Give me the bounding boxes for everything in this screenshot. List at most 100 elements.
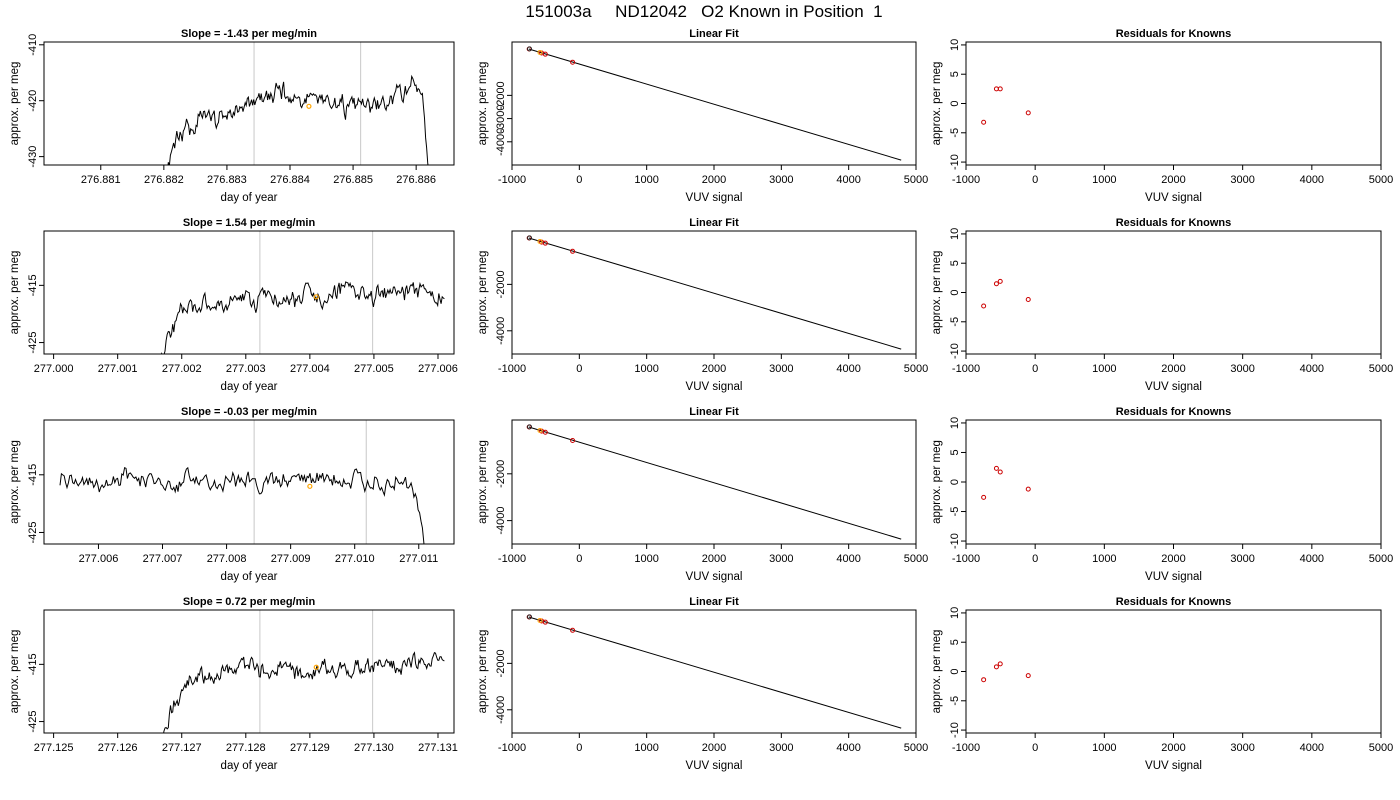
plot-frame <box>43 41 455 166</box>
data-point <box>570 437 576 443</box>
plot-frame <box>511 41 917 166</box>
panel-title: Linear Fit <box>689 217 739 229</box>
y-tick-label: 0 <box>949 668 961 674</box>
x-tick-label: 0 <box>1032 553 1038 565</box>
x-tick-label: 2000 <box>702 363 726 375</box>
y-axis-label: approx. per meg <box>931 251 943 335</box>
panel-r1-c1: Slope = -1.43 per meg/min 276.881 276.882 2… <box>9 28 455 204</box>
data-point <box>981 119 987 125</box>
x-tick-label: 5000 <box>904 742 928 754</box>
panel-r4-c1: Slope = 0.72 per meg/min 277.125 277.126 27… <box>9 596 458 772</box>
y-tick-label: -425 <box>27 521 39 543</box>
data-point <box>527 614 533 620</box>
panel-title: Residuals for Knowns <box>1116 28 1232 40</box>
panel-r2-c1: Slope = 1.54 per meg/min 277.000 277.001 27… <box>9 217 458 393</box>
y-tick-label: 5 <box>949 449 961 455</box>
plot-area <box>526 46 902 161</box>
panel-title: Linear Fit <box>689 596 739 608</box>
y-tick-label: 0 <box>949 479 961 485</box>
y-tick-label: -4000 <box>495 128 507 156</box>
fit-line <box>528 426 902 540</box>
x-tick-label: 3000 <box>769 363 793 375</box>
fit-line <box>528 48 902 161</box>
x-tick-label: 0 <box>1032 363 1038 375</box>
plot-frame <box>965 230 1382 355</box>
panel-title: Slope = 1.54 per meg/min <box>183 217 316 229</box>
x-tick-label: 277.128 <box>226 742 266 754</box>
data-trace <box>163 651 445 733</box>
x-tick-label: 277.127 <box>162 742 202 754</box>
x-tick-label: 5000 <box>1369 363 1393 375</box>
y-tick-label: 10 <box>949 228 961 240</box>
y-tick-label: -430 <box>27 146 39 168</box>
panel-title: Slope = -1.43 per meg/min <box>181 28 317 40</box>
y-axis-label: approx. per meg <box>931 440 943 524</box>
data-point <box>993 465 999 471</box>
highlight-point <box>313 294 319 300</box>
data-point <box>537 428 543 434</box>
y-axis-label: approx. per meg <box>9 251 21 335</box>
data-point <box>542 619 548 625</box>
highlight-point <box>307 483 313 489</box>
x-tick-label: 276.881 <box>81 174 121 186</box>
x-tick-label: 1000 <box>634 553 658 565</box>
x-tick-label: 3000 <box>1230 174 1254 186</box>
x-tick-label: 276.883 <box>207 174 247 186</box>
y-tick-label: 10 <box>949 39 961 51</box>
plot-frame <box>965 419 1382 545</box>
x-tick-label: -1000 <box>498 742 526 754</box>
plot-frame <box>511 419 917 545</box>
y-axis-label: approx. per meg <box>9 440 21 524</box>
x-axis-label: VUV signal <box>1145 192 1202 204</box>
x-tick-label: 2000 <box>702 742 726 754</box>
data-point <box>527 46 533 52</box>
plot-area <box>526 235 902 350</box>
x-tick-label: 2000 <box>1161 553 1185 565</box>
x-axis-label: VUV signal <box>686 192 743 204</box>
y-tick-label: -4000 <box>495 317 507 345</box>
x-tick-label: 277.131 <box>418 742 458 754</box>
x-tick-label: 5000 <box>904 174 928 186</box>
data-point <box>993 664 999 670</box>
x-axis-label: day of year <box>221 192 278 204</box>
data-point <box>570 627 576 633</box>
x-axis-label: VUV signal <box>1145 381 1202 393</box>
x-tick-label: 277.000 <box>34 363 74 375</box>
panel-r1-c3: Residuals for Knowns -1000 0 1000 2000 3000 40… <box>931 28 1393 204</box>
y-axis-label: approx. per meg <box>477 440 489 524</box>
plot-area <box>59 420 425 544</box>
panel-r4-c3: Residuals for Knowns -1000 0 1000 2000 3000 40… <box>931 596 1393 772</box>
y-tick-label: -2000 <box>495 270 507 298</box>
y-tick-label: -4000 <box>495 507 507 535</box>
data-point <box>537 238 543 244</box>
x-tick-label: 277.001 <box>98 363 138 375</box>
y-axis-label: approx. per meg <box>477 251 489 335</box>
data-point <box>527 424 533 430</box>
x-tick-label: 4000 <box>836 174 860 186</box>
data-point <box>1025 110 1031 116</box>
plot-frame <box>965 609 1382 734</box>
x-axis-label: VUV signal <box>686 760 743 772</box>
x-tick-label: 277.008 <box>207 553 247 565</box>
panel-title: Linear Fit <box>689 28 739 40</box>
y-tick-label: 0 <box>949 289 961 295</box>
y-tick-label: 5 <box>949 639 961 645</box>
data-point <box>997 469 1003 475</box>
data-point <box>570 59 576 65</box>
y-tick-label: 5 <box>949 260 961 266</box>
data-trace <box>59 466 425 544</box>
x-axis-label: day of year <box>221 760 278 772</box>
x-tick-label: -1000 <box>498 363 526 375</box>
x-tick-label: 1000 <box>634 174 658 186</box>
panel-title: Slope = -0.03 per meg/min <box>181 406 317 418</box>
plot-frame <box>965 41 1382 166</box>
x-tick-label: 2000 <box>1161 363 1185 375</box>
y-tick-label: -415 <box>27 274 39 296</box>
panel-r3-c1: Slope = -0.03 per meg/min 277.006 277.007 2… <box>9 406 455 583</box>
data-point <box>527 235 533 241</box>
x-tick-label: 3000 <box>769 174 793 186</box>
x-tick-label: -1000 <box>498 174 526 186</box>
y-tick-label: -10 <box>949 533 961 549</box>
plot-area <box>526 614 902 729</box>
plot-area <box>161 231 445 354</box>
